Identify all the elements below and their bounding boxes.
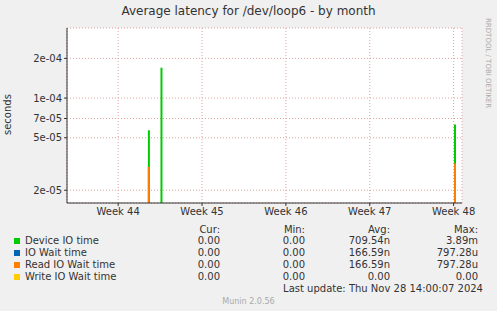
- html-text:IO Wait time: IO Wait time: [25, 247, 87, 258]
- svg-text:Week 48: Week 48: [432, 206, 475, 217]
- html-text:0.00: 0.00: [455, 271, 478, 282]
- svg-text:Week 45: Week 45: [180, 206, 223, 217]
- html-text:Avg:: Avg:: [368, 224, 390, 235]
- html-text:seconds: seconds: [2, 94, 13, 136]
- html-text:0.00: 0.00: [282, 271, 305, 282]
- svg-text:Week 44: Week 44: [97, 206, 140, 217]
- html-text:Write IO Wait time: Write IO Wait time: [25, 271, 117, 282]
- html-text:166.59n: 166.59n: [348, 259, 390, 270]
- svg-text:5e-05: 5e-05: [33, 132, 62, 143]
- html-text:Munin 2.0.56: Munin 2.0.56: [222, 297, 275, 306]
- html-text:0.00: 0.00: [282, 259, 305, 270]
- html-text:0.00: 0.00: [367, 271, 390, 282]
- svg-text:Week 47: Week 47: [348, 206, 391, 217]
- svg-text:1e-04: 1e-04: [33, 93, 62, 104]
- html-text:797.28u: 797.28u: [436, 247, 478, 258]
- html-text:Device IO time: Device IO time: [25, 235, 99, 246]
- html-text:Cur:: Cur:: [199, 224, 220, 235]
- html-text:0.00: 0.00: [197, 235, 220, 246]
- html-text:0.00: 0.00: [282, 235, 305, 246]
- html-text:Last update: Thu Nov 28 14:00:: Last update: Thu Nov 28 14:00:07 2024: [283, 283, 483, 294]
- svg-text:2e-04: 2e-04: [33, 53, 62, 64]
- html-text:3.89m: 3.89m: [446, 235, 478, 246]
- html-text:Read IO Wait time: Read IO Wait time: [25, 259, 116, 270]
- html-text:0.00: 0.00: [197, 247, 220, 258]
- svg-text:7e-05: 7e-05: [33, 113, 62, 124]
- html-text:797.28u: 797.28u: [436, 259, 478, 270]
- html-text:Max:: Max:: [454, 224, 478, 235]
- html-text:0.00: 0.00: [197, 259, 220, 270]
- html-text:166.59n: 166.59n: [348, 247, 390, 258]
- html-text:RRDTOOL / TOBI OETIKER: RRDTOOL / TOBI OETIKER: [484, 18, 492, 109]
- html-text:Min:: Min:: [283, 224, 305, 235]
- html-text:0.00: 0.00: [282, 247, 305, 258]
- svg-text:Week 46: Week 46: [264, 206, 307, 217]
- html-text:0.00: 0.00: [197, 271, 220, 282]
- svg-text:2e-05: 2e-05: [33, 185, 62, 196]
- html-text:709.54n: 709.54n: [348, 235, 390, 246]
- html-text:Average latency for /dev/loop6: Average latency for /dev/loop6 - by mont…: [121, 4, 376, 18]
